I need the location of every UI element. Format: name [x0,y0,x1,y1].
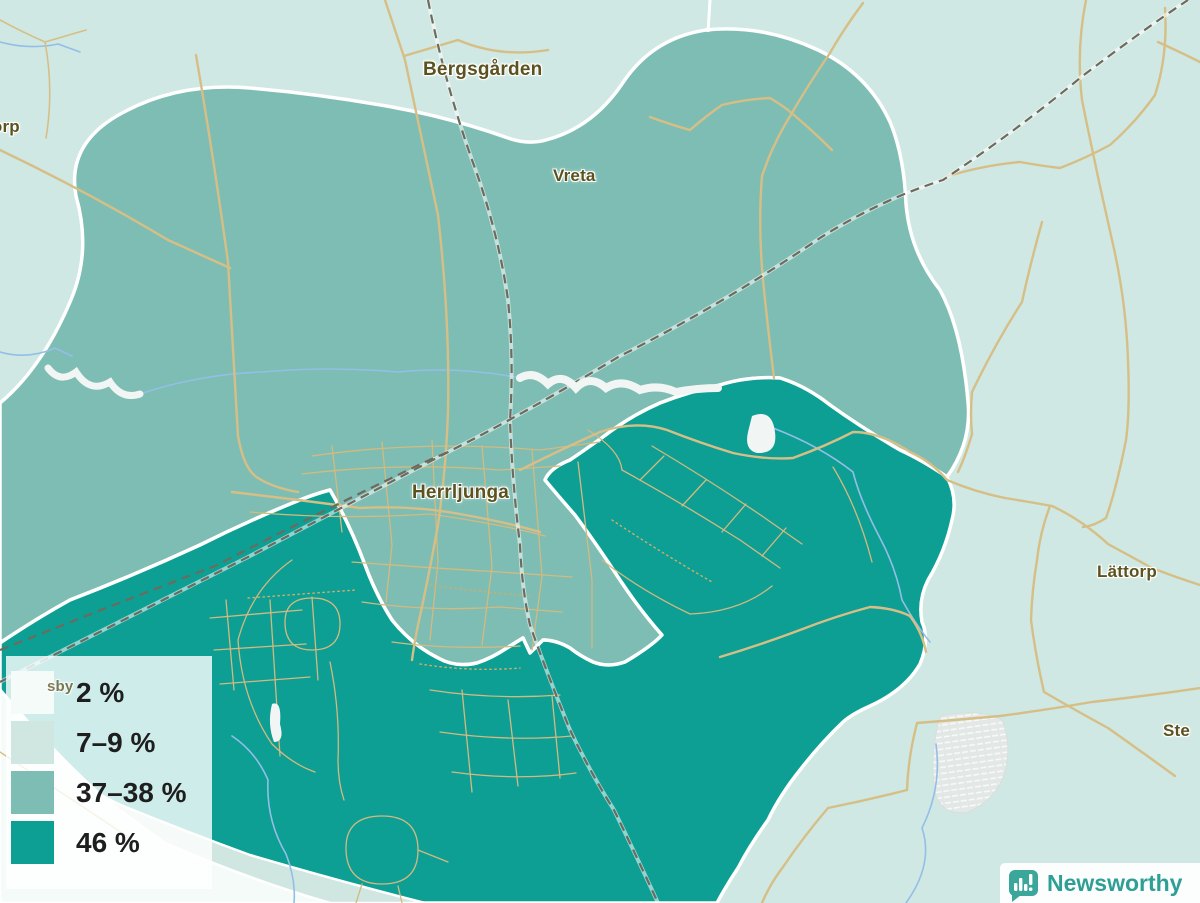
bar-chart-icon [1014,874,1033,891]
legend-row: 7–9 % [11,721,212,764]
legend-label: 37–38 % [76,776,187,808]
place-label-lattorp: Lättorp [1097,562,1157,581]
newsworthy-attribution[interactable]: Newsworthy [1000,863,1200,903]
river-water [44,364,776,742]
stream-lines [0,41,939,903]
map-legend: 2 % 7–9 % 37–38 % 46 % [6,656,212,889]
legend-label: 46 % [76,826,140,858]
legend-label: 2 % [76,676,125,708]
minor-roads [209,429,873,903]
legend-row: 37–38 % [11,771,212,814]
place-label-herrljunga: Herrljunga [412,482,510,503]
place-label-ste: Ste [1163,721,1191,740]
legend-swatch-46pct [11,821,54,864]
legend-row: 46 % [11,821,212,864]
place-label-bergsgarden: Bergsgården [423,59,543,80]
region-boundary-line [706,0,712,33]
legend-swatch-37-38pct [11,771,54,814]
place-label-vreta: Vreta [553,166,596,185]
region-46-percent[interactable] [0,375,956,903]
footpath-dotted-lines [247,519,713,671]
place-label-torp: torp [0,117,20,136]
legend-swatch-2pct [11,671,54,714]
legend-swatch-7-9pct [11,721,54,764]
legend-label: 7–9 % [76,726,156,758]
newsworthy-wordmark: Newsworthy [1047,869,1183,896]
newsworthy-logo-icon [1009,870,1038,902]
legend-row: 2 % [11,671,212,714]
place-label-sby: sby [47,678,74,695]
